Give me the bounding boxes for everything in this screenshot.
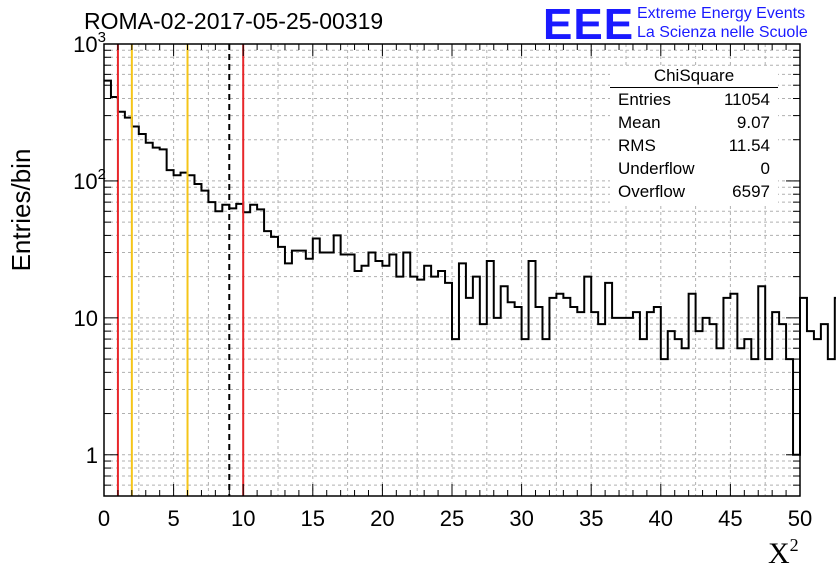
x-tick-label: 40 — [649, 506, 673, 531]
x-tick-label: 10 — [231, 506, 255, 531]
y-tick-label: 102 — [73, 166, 106, 194]
x-tick-label: 20 — [370, 506, 394, 531]
stats-row-mean: Mean 9.07 — [618, 113, 770, 132]
stats-row-rms: RMS 11.54 — [618, 136, 770, 155]
x-tick-label: 35 — [579, 506, 603, 531]
x-tick-label: 45 — [718, 506, 742, 531]
x-tick-label: 5 — [167, 506, 179, 531]
x-tick-label: 50 — [788, 506, 812, 531]
x-tick-label: 25 — [440, 506, 464, 531]
y-axis-label: Entries/bin — [6, 148, 36, 272]
y-tick-label: 103 — [73, 29, 106, 57]
x-tick-label: 15 — [301, 506, 325, 531]
logo-text-line1: Extreme Energy Events — [637, 5, 806, 22]
y-tick-label: 1 — [86, 443, 98, 468]
y-tick-label: 10 — [74, 306, 98, 331]
stats-title: ChiSquare — [610, 66, 778, 88]
stats-row-underflow: Underflow 0 — [618, 159, 770, 178]
stats-row-overflow: Overflow 6597 — [618, 182, 770, 201]
eee-logo: EEE — [543, 0, 635, 49]
stats-row-entries: Entries 11054 — [618, 90, 770, 109]
stats-box: ChiSquare Entries 11054 Mean 9.07 RMS 11.54… — [610, 66, 778, 203]
x-tick-label: 30 — [509, 506, 533, 531]
x-axis-label: X2 — [768, 535, 799, 570]
run-title: ROMA-02-2017-05-25-00319 — [84, 8, 384, 34]
logo-text-line2: La Scienza nelle Scuole — [637, 24, 808, 41]
x-tick-label: 0 — [98, 506, 110, 531]
